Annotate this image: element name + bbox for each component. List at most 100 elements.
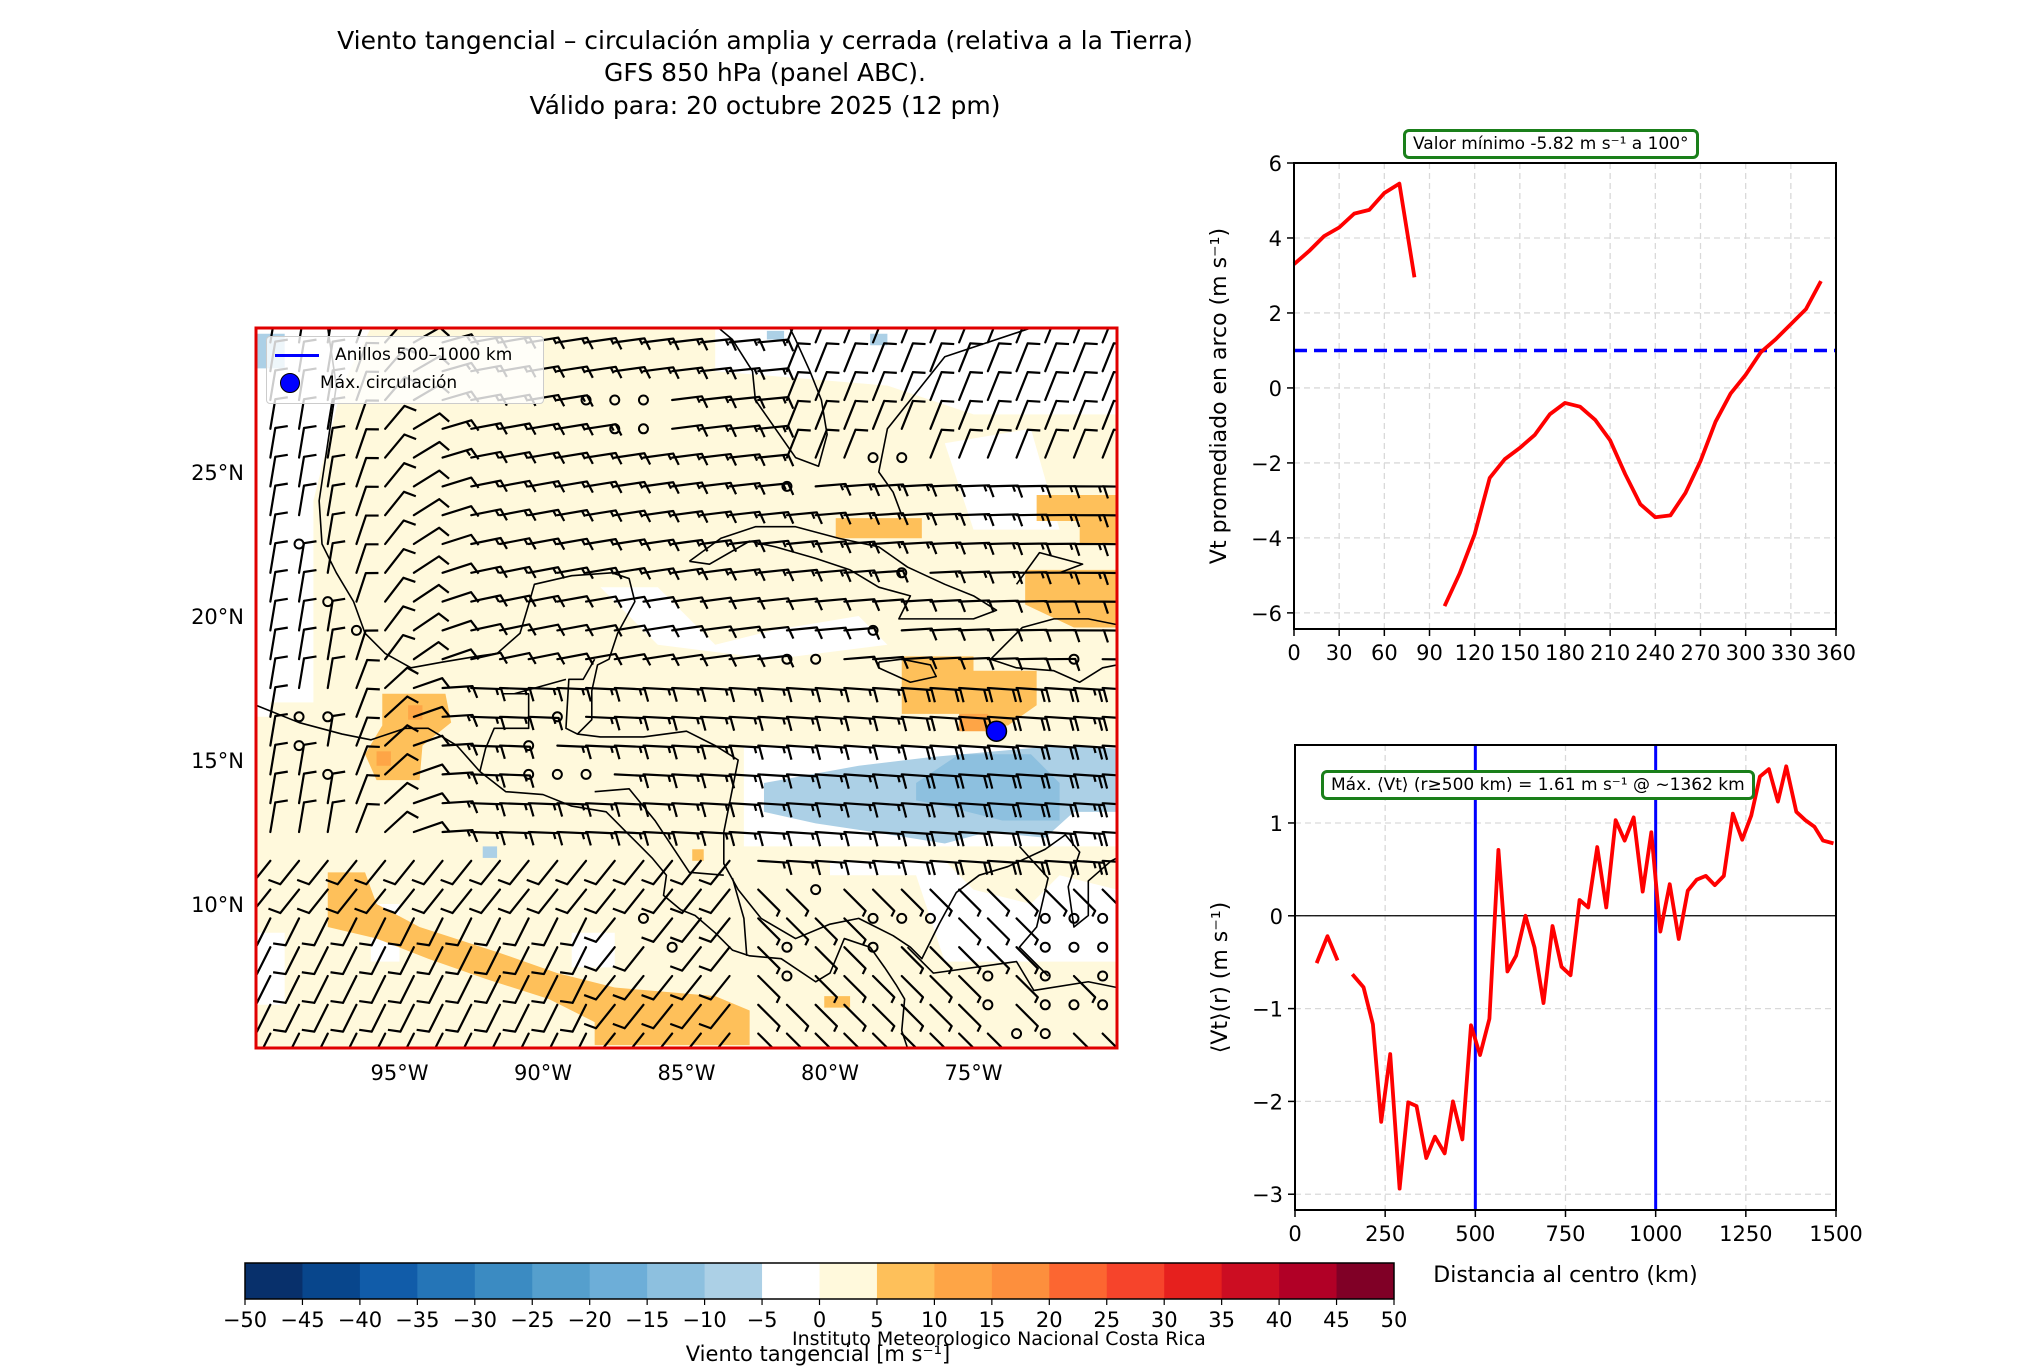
barb-flag [1133, 516, 1137, 528]
y-tick-label: −4 [1251, 527, 1282, 551]
barb-half [812, 776, 814, 782]
colorbar-bin [992, 1263, 1050, 1299]
barb-shaft [930, 658, 960, 660]
x-tick-label: 250 [1365, 1222, 1405, 1246]
barb-half [869, 805, 871, 811]
barb-flag [970, 372, 983, 373]
barb-flag [827, 401, 840, 402]
barb-flag [827, 315, 840, 316]
barb-shaft [930, 629, 960, 631]
barb-shaft [988, 601, 1018, 602]
barb-flag [584, 1053, 596, 1057]
barb-flag [1056, 372, 1069, 373]
colorbar-bin [1222, 1263, 1280, 1299]
barb-half [1123, 862, 1125, 868]
colorbar-bin [245, 1263, 303, 1299]
barb-flag [1085, 430, 1098, 431]
barb-flag [1133, 748, 1136, 760]
x-tick-label: 120 [1455, 641, 1495, 665]
lat-tick-label: 10°N [191, 893, 244, 917]
barb-flag [999, 430, 1012, 431]
barb-flag [367, 804, 380, 805]
barb-half [1123, 718, 1125, 724]
colorbar-tick-label: −30 [453, 1308, 497, 1332]
barb-flag [798, 430, 811, 431]
barb-flag [1128, 690, 1131, 702]
barb-flag [331, 1059, 344, 1061]
barb-flag [1128, 805, 1131, 817]
barb-flag [884, 372, 897, 373]
barb-half [978, 1055, 981, 1061]
barb-flag [942, 430, 955, 431]
x-axis-label: Distancia al centro (km) [1433, 1263, 1697, 1288]
colorbar-bin [1049, 1263, 1107, 1299]
barb-flag [474, 1059, 487, 1061]
barb-shaft [988, 630, 1018, 631]
barb-flag [275, 311, 287, 313]
colorbar-bin [647, 1263, 705, 1299]
barb-flag [1133, 863, 1136, 875]
map-legend: Anillos 500–1000 km Máx. circulación [266, 336, 544, 404]
colorbar-bin [590, 1263, 648, 1299]
barb-flag [827, 343, 840, 344]
barb-flag [1028, 430, 1041, 431]
rings-line-swatch [275, 354, 319, 357]
colorbar-tick-label: −10 [682, 1308, 726, 1332]
barb-flag [304, 311, 316, 313]
lon-tick-label: 85°W [658, 1061, 716, 1085]
min-value-annotation: Valor mínimo -5.82 m s⁻¹ a 100° [1403, 129, 1699, 159]
barb-flag [1028, 372, 1041, 373]
barb-flag [827, 372, 840, 373]
legend-item-max: Máx. circulación [275, 373, 457, 393]
barb-flag [1085, 401, 1098, 402]
barb-half [869, 834, 871, 840]
x-tick-label: 210 [1590, 641, 1630, 665]
barb-flag [445, 1059, 458, 1061]
y-axis-label: ⟨Vt⟩(r) (m s⁻¹) [1208, 902, 1233, 1054]
x-tick-label: 330 [1771, 641, 1811, 665]
max-value-annotation: Máx. ⟨Vt⟩ (r≥500 km) = 1.61 m s⁻¹ @ ~136… [1321, 770, 1755, 800]
x-tick-label: 0 [1287, 641, 1300, 665]
y-tick-label: 4 [1269, 227, 1282, 251]
barb-half [1006, 1055, 1009, 1061]
colorbar-bin [1164, 1263, 1222, 1299]
shaded-patch [377, 751, 391, 765]
barb-flag [1056, 401, 1069, 402]
legend-max-label: Máx. circulación [320, 373, 457, 393]
barb-flag [884, 401, 897, 402]
barb-flag [1133, 660, 1137, 672]
barb-flag [999, 401, 1012, 402]
barb-flag [884, 343, 897, 344]
barb-flag [970, 343, 983, 344]
barb-flag [405, 320, 417, 325]
x-tick-label: 270 [1680, 641, 1720, 665]
barb-half [777, 1055, 780, 1061]
barb-half [869, 690, 871, 696]
barb-half [898, 834, 900, 840]
barb-flag [1133, 690, 1136, 702]
barb-flag [855, 343, 868, 344]
barb-half [1128, 544, 1130, 550]
y-tick-label: 6 [1269, 152, 1282, 176]
barb-flag [942, 343, 955, 344]
x-tick-label: 500 [1455, 1222, 1495, 1246]
barb-flag [613, 1053, 625, 1057]
y-tick-label: −6 [1251, 602, 1282, 626]
colorbar-bin [302, 1263, 360, 1299]
barb-half [841, 862, 843, 868]
barb-half [841, 690, 843, 696]
barb-half [1123, 689, 1125, 695]
barb-flag [302, 1059, 315, 1061]
barb-shaft [1017, 630, 1047, 631]
barb-half [1094, 805, 1096, 811]
colorbar-bin [1337, 1263, 1395, 1299]
colorbar-tick-label: 45 [1323, 1308, 1350, 1332]
barb-shaft [1017, 601, 1047, 602]
barb-shaft [930, 600, 960, 601]
barb-flag [942, 401, 955, 402]
barb-flag [1128, 834, 1131, 846]
shaded-patch [767, 331, 784, 340]
barb-half [1094, 833, 1096, 839]
barb-half [920, 1055, 923, 1061]
